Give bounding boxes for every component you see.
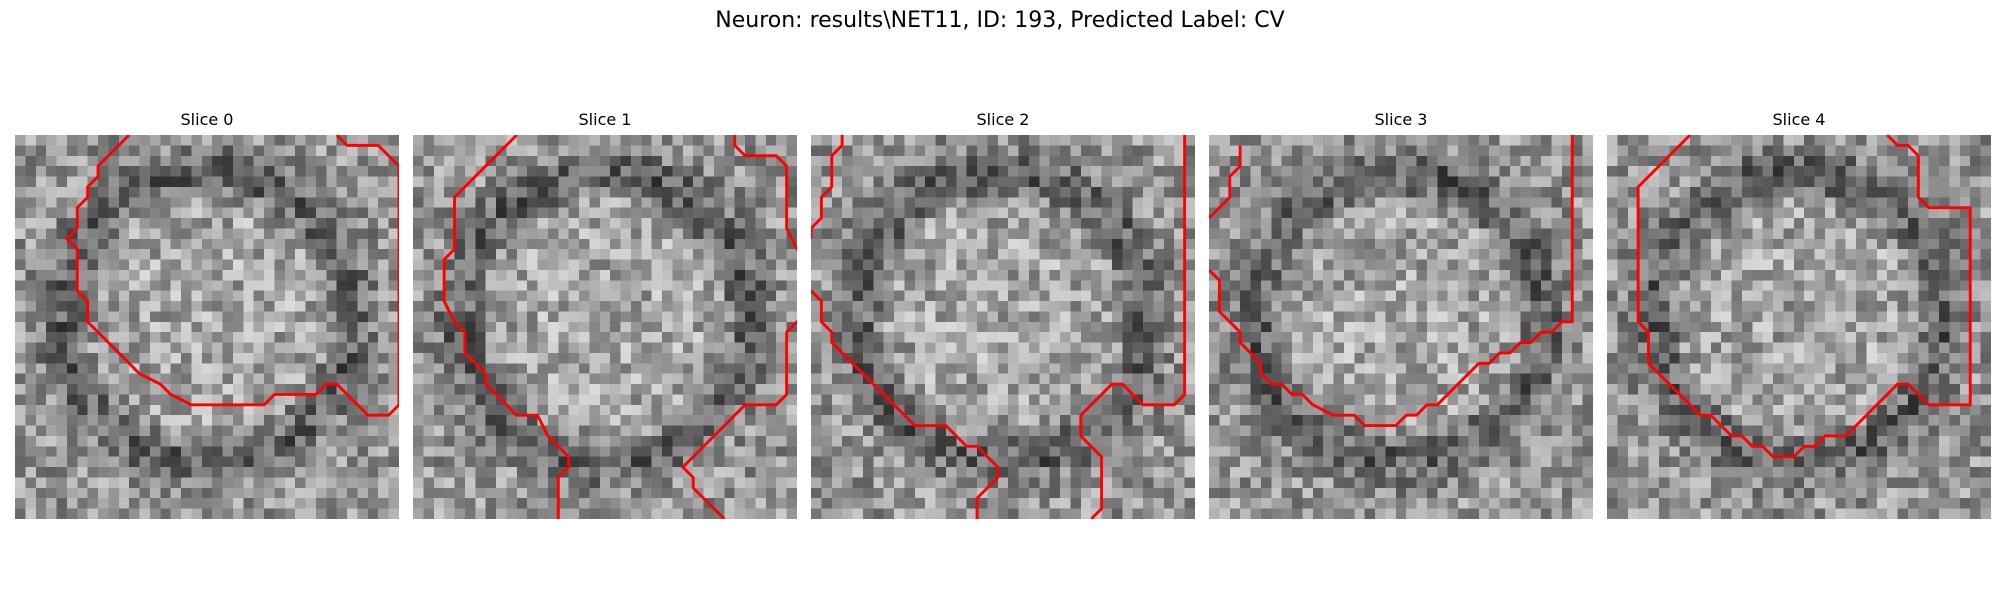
contour-line	[811, 135, 844, 239]
texture	[15, 135, 399, 519]
slice-image	[413, 135, 797, 519]
contour-line	[442, 135, 571, 519]
slice-title: Slice 4	[1772, 110, 1826, 129]
contour-line	[65, 135, 399, 417]
contour-line	[1209, 135, 1574, 428]
slice-image	[811, 135, 1195, 519]
texture	[1209, 135, 1593, 519]
contour-line	[681, 319, 797, 519]
slice-image	[15, 135, 399, 519]
slice-image	[1607, 135, 1991, 519]
texture	[413, 135, 797, 519]
contour-line	[811, 289, 1000, 519]
contour-line	[1079, 135, 1187, 519]
texture	[811, 135, 1195, 519]
slice-title: Slice 3	[1374, 110, 1428, 129]
contour-line	[1209, 145, 1242, 220]
figure-title: Neuron: results\NET11, ID: 193, Predicte…	[715, 8, 1285, 33]
texture	[1607, 135, 1991, 519]
slice-image	[1209, 135, 1593, 519]
slice-title: Slice 0	[180, 110, 234, 129]
slice-title: Slice 2	[976, 110, 1030, 129]
slice-title: Slice 1	[578, 110, 632, 129]
contour-line	[733, 135, 797, 252]
contour-line	[1636, 135, 1972, 459]
